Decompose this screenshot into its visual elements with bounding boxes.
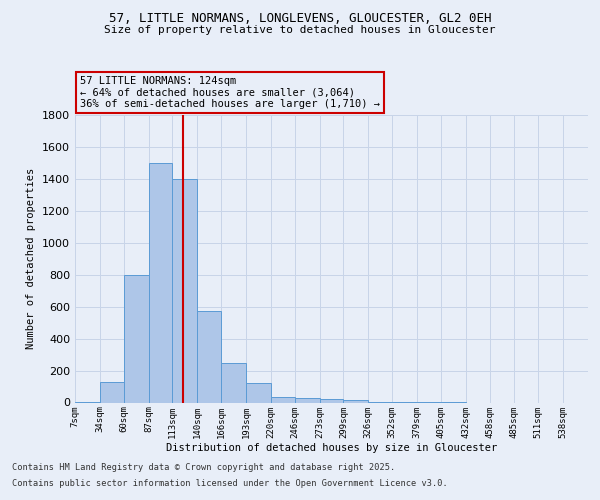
Bar <box>124 274 149 402</box>
Bar <box>100 382 124 402</box>
Bar <box>271 397 295 402</box>
Bar <box>172 179 197 402</box>
Bar <box>197 310 221 402</box>
Text: Contains HM Land Registry data © Crown copyright and database right 2025.: Contains HM Land Registry data © Crown c… <box>12 464 395 472</box>
Bar <box>149 163 172 402</box>
Bar <box>320 400 343 402</box>
Text: Contains public sector information licensed under the Open Government Licence v3: Contains public sector information licen… <box>12 478 448 488</box>
Bar <box>343 400 368 402</box>
Bar <box>295 398 320 402</box>
Text: 57 LITTLE NORMANS: 124sqm
← 64% of detached houses are smaller (3,064)
36% of se: 57 LITTLE NORMANS: 124sqm ← 64% of detac… <box>80 76 380 110</box>
Bar <box>246 384 271 402</box>
Text: Size of property relative to detached houses in Gloucester: Size of property relative to detached ho… <box>104 25 496 35</box>
Y-axis label: Number of detached properties: Number of detached properties <box>26 168 37 350</box>
Text: 57, LITTLE NORMANS, LONGLEVENS, GLOUCESTER, GL2 0EH: 57, LITTLE NORMANS, LONGLEVENS, GLOUCEST… <box>109 12 491 26</box>
Bar <box>221 362 246 403</box>
X-axis label: Distribution of detached houses by size in Gloucester: Distribution of detached houses by size … <box>166 443 497 453</box>
